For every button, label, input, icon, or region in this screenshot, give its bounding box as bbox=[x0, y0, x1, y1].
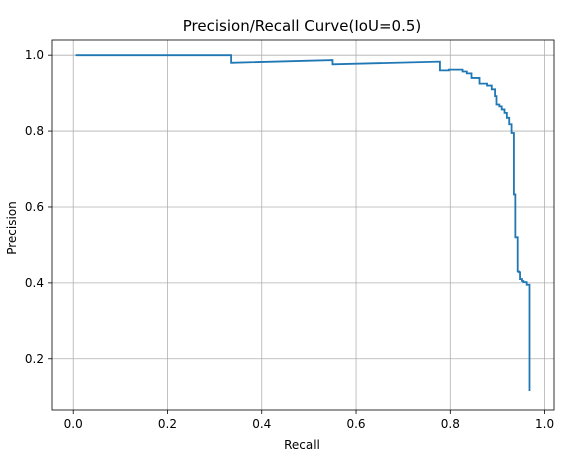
chart-title: Precision/Recall Curve(IoU=0.5) bbox=[183, 17, 421, 35]
x-tick-label: 0.8 bbox=[441, 417, 460, 431]
pr-curve-line bbox=[75, 54, 531, 392]
y-tick-label: 0.8 bbox=[25, 124, 44, 138]
y-tick-label: 0.2 bbox=[25, 352, 44, 366]
y-tick-label: 0.4 bbox=[25, 276, 44, 290]
x-tick-label: 1.0 bbox=[535, 417, 554, 431]
plot-frame bbox=[51, 39, 555, 411]
y-axis-label: Precision bbox=[5, 201, 19, 255]
x-tick-label: 0.6 bbox=[346, 417, 365, 431]
y-tick-label: 1.0 bbox=[25, 48, 44, 62]
y-tick-label: 0.6 bbox=[25, 200, 44, 214]
grid-lines bbox=[52, 40, 554, 410]
x-tick-label: 0.4 bbox=[252, 417, 271, 431]
x-axis-label: Recall bbox=[284, 438, 320, 452]
axis-ticks: 0.0 0.2 0.4 0.6 0.8 1.0 0.2 0.4 0.6 0.8 1.0 bbox=[25, 48, 554, 431]
series-layer bbox=[75, 54, 531, 392]
x-tick-label: 0.0 bbox=[64, 417, 83, 431]
x-tick-label: 0.2 bbox=[158, 417, 177, 431]
